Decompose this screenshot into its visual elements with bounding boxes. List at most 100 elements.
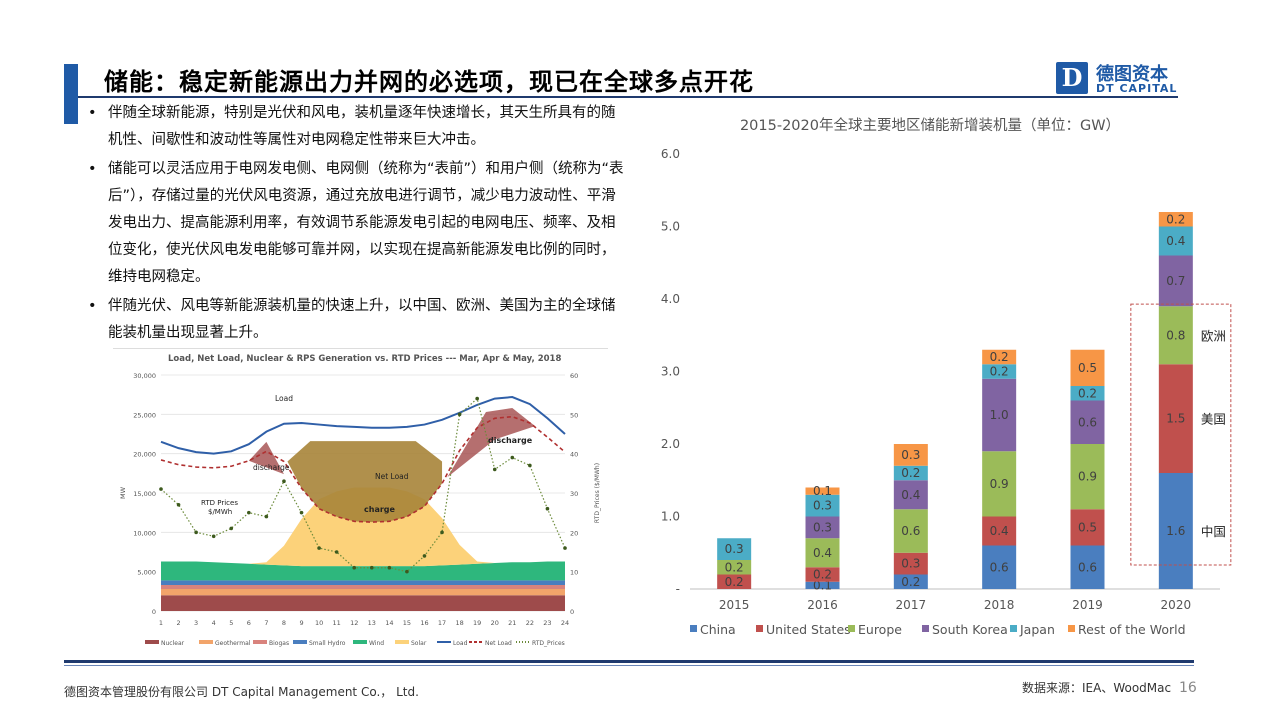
bar-segment xyxy=(1158,364,1193,473)
price-point xyxy=(422,554,427,558)
y-tick-label: 5,000 xyxy=(137,569,156,577)
price-point xyxy=(247,510,251,515)
annotation-label: discharge xyxy=(488,436,533,445)
bar-segment xyxy=(982,364,1017,379)
bullet-item: 伴随光伏、风电等新能源装机量的快速上升，以中国、欧洲、美国为主的全球储能装机量出… xyxy=(84,293,629,347)
data-label: 0.2 xyxy=(1078,386,1097,400)
data-label: 0.1 xyxy=(813,484,832,498)
duck-curve-svg: Load, Net Load, Nuclear & RPS Generation… xyxy=(119,354,601,647)
chart-title: 2015-2020年全球主要地区储能新增装机量（单位：GW） xyxy=(740,116,1120,134)
footer-source: 数据来源：IEA、WoodMac 16 xyxy=(1022,680,1197,696)
data-label: 0.2 xyxy=(1166,212,1185,226)
x-tick-label: 4 xyxy=(212,619,216,627)
price-point xyxy=(369,565,374,570)
bar-segment xyxy=(717,560,752,575)
storage-bar-chart: 2015-2020年全球主要地区储能新增装机量（单位：GW） - 1.0 2.0 3.0… xyxy=(640,108,1240,653)
page-title: 储能：稳定新能源出力并网的必选项，现已在全球多点开花 xyxy=(104,68,754,96)
y-tick-label: 6.0 xyxy=(661,147,680,161)
legend-swatch xyxy=(922,625,929,632)
price-point xyxy=(264,514,269,519)
legend-label: United States xyxy=(766,622,851,637)
y2-tick-label: 40 xyxy=(570,451,578,459)
y2-axis-label: RTD_Prices ($/MWh) xyxy=(594,463,601,523)
bar-segment xyxy=(982,516,1017,546)
legend-label: Wind xyxy=(369,640,384,647)
x-tick-label: 20 xyxy=(491,619,499,627)
x-tick-label: 2015 xyxy=(719,598,750,612)
bar-segment xyxy=(982,349,1017,365)
legend-label: Small Hydro xyxy=(309,640,346,647)
y-tick-label: 2.0 xyxy=(661,437,680,451)
legend-label: Solar xyxy=(411,640,427,647)
annotation-label: RTD Prices xyxy=(201,499,238,507)
load-line xyxy=(160,396,566,455)
price-line xyxy=(160,397,566,573)
data-label: 0.2 xyxy=(990,350,1009,364)
legend-label: Rest of the World xyxy=(1078,622,1186,637)
y-tick-label: 4.0 xyxy=(661,292,680,306)
bar-segment xyxy=(805,581,840,589)
legend-label: China xyxy=(700,622,736,637)
data-label: 0.2 xyxy=(725,560,744,574)
bar-segment xyxy=(893,574,928,589)
region-annotation: 中国 xyxy=(1201,524,1226,539)
y-tick-label: 1.0 xyxy=(661,510,680,524)
legend-swatch xyxy=(690,625,697,632)
x-tick-label: 23 xyxy=(543,619,551,627)
logo-english-name: DT CAPITAL xyxy=(1096,82,1178,95)
bar-segment xyxy=(982,545,1017,589)
annotation-label: $/MWh xyxy=(208,508,232,516)
y-tick-label: 10,000 xyxy=(133,529,156,537)
bar-segment xyxy=(982,451,1017,517)
price-point xyxy=(492,467,497,472)
y-tick-label: 15,000 xyxy=(133,490,156,498)
x-tick-label: 7 xyxy=(264,619,268,627)
annotation-label: discharge xyxy=(253,463,290,472)
data-label: 0.4 xyxy=(813,546,832,560)
legend-swatch xyxy=(848,625,855,632)
x-tick-label: 13 xyxy=(368,619,376,627)
x-tick-label: 12 xyxy=(350,619,358,627)
legend-swatch xyxy=(199,640,213,644)
x-tick-label: 17 xyxy=(438,619,446,627)
inset-title: Load, Net Load, Nuclear & RPS Generation… xyxy=(168,354,561,364)
area-series xyxy=(161,487,565,567)
bar-segment xyxy=(1070,444,1105,510)
bar-segment xyxy=(1158,255,1193,307)
area-series xyxy=(161,561,565,581)
x-tick-label: 21 xyxy=(508,619,516,627)
data-label: 0.6 xyxy=(1078,415,1097,429)
bar-segment xyxy=(1070,400,1105,444)
data-label: 0.6 xyxy=(990,560,1009,574)
bar-segment xyxy=(805,494,840,517)
charge-area xyxy=(287,441,443,523)
data-label: 0.2 xyxy=(990,365,1009,379)
y-tick-label: 0 xyxy=(152,608,156,616)
data-label: 0.3 xyxy=(813,520,832,534)
bar-segment xyxy=(1158,212,1193,227)
net-load-line xyxy=(160,415,566,523)
data-label: 0.3 xyxy=(901,448,920,462)
y-tick-label: 20,000 xyxy=(133,451,156,459)
x-tick-label: 10 xyxy=(315,619,323,627)
price-point xyxy=(352,565,357,570)
legend-swatch xyxy=(253,640,267,644)
area-series xyxy=(161,595,565,611)
bar-segment xyxy=(1070,509,1105,546)
price-point xyxy=(475,396,479,401)
bar-segment xyxy=(1070,349,1105,386)
data-label: 1.0 xyxy=(990,408,1009,422)
price-point xyxy=(282,479,286,483)
bar-segment xyxy=(805,538,840,568)
price-point xyxy=(229,526,234,531)
price-point xyxy=(176,503,181,507)
x-tick-label: 15 xyxy=(403,619,411,627)
x-tick-label: 16 xyxy=(420,619,428,627)
data-label: 0.3 xyxy=(813,499,832,513)
bar-segment xyxy=(982,378,1017,452)
data-label: 0.2 xyxy=(901,466,920,480)
discharge-area xyxy=(447,408,536,478)
data-label: 0.2 xyxy=(725,575,744,589)
data-label: 1.5 xyxy=(1166,412,1185,426)
x-tick-label: 3 xyxy=(194,619,198,627)
